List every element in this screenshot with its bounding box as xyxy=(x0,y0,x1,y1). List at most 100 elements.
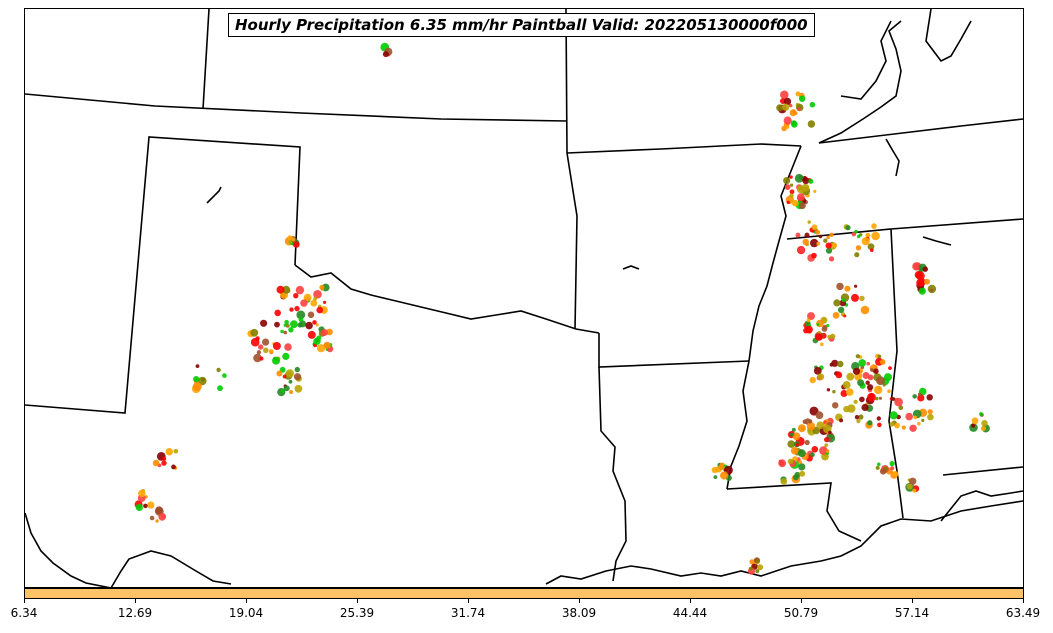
map-title: Hourly Precipitation 6.35 mm/hr Paintbal… xyxy=(228,13,815,37)
paintball-blob xyxy=(783,97,792,106)
paintball-blob xyxy=(805,325,813,334)
paintball-blob xyxy=(879,359,886,365)
paintball-blob xyxy=(980,426,986,431)
paintball-blob xyxy=(263,347,269,354)
paintball-blob xyxy=(280,329,284,334)
paintball-blob xyxy=(256,350,262,355)
paintball-blob xyxy=(280,389,285,393)
border-mo-ar xyxy=(566,143,802,154)
paintball-blob xyxy=(276,285,285,294)
colorbar-tick xyxy=(356,599,358,603)
paintball-blob xyxy=(798,449,806,458)
lake-1 xyxy=(206,186,222,204)
paintball-blob xyxy=(789,189,795,195)
paintball-blob xyxy=(253,353,262,363)
paintball-blob xyxy=(856,419,861,424)
paintball-blob xyxy=(853,399,858,404)
paintball-blob xyxy=(720,471,729,480)
paintball-blob xyxy=(816,421,824,430)
border-ok-ar xyxy=(566,152,578,330)
paintball-blob xyxy=(268,349,274,354)
paintball-blob xyxy=(825,242,832,249)
paintball-blob xyxy=(797,107,801,111)
paintball-blob xyxy=(832,312,840,319)
paintball-blob xyxy=(865,380,870,385)
paintball-blob xyxy=(274,321,280,328)
paintball-blob xyxy=(981,420,988,427)
paintball-blob xyxy=(320,329,328,336)
paintball-blob xyxy=(799,95,806,102)
paintball-blob xyxy=(889,421,895,427)
paintball-blob xyxy=(789,193,794,198)
paintball-blob xyxy=(807,120,816,128)
paintball-blob xyxy=(802,238,809,246)
paintball-blob xyxy=(312,320,317,325)
paintball-blob xyxy=(861,237,870,246)
paintball-blob xyxy=(876,376,885,386)
colorbar-tick xyxy=(467,599,469,603)
paintball-blob xyxy=(828,430,832,435)
paintball-blob xyxy=(808,419,813,424)
paintball-blob xyxy=(890,466,895,471)
colorbar-tick-label: 63.49 xyxy=(1005,606,1041,620)
paintball-blob xyxy=(844,285,851,292)
paintball-blob xyxy=(889,461,895,467)
colorbar-tick xyxy=(23,599,25,603)
paintball-blob xyxy=(165,448,173,456)
paintball-blob xyxy=(382,51,389,58)
paintball-blob xyxy=(815,333,823,341)
colorbar xyxy=(24,588,1024,599)
paintball-blob xyxy=(825,247,833,254)
paintball-blob xyxy=(867,392,876,402)
border-tn-south xyxy=(786,218,1023,240)
paintball-blob xyxy=(870,368,874,372)
paintball-blob xyxy=(917,421,921,426)
paintball-blob xyxy=(782,103,790,111)
map-panel xyxy=(24,8,1024,588)
paintball-blob xyxy=(826,324,830,328)
paintball-blob xyxy=(791,427,796,432)
paintball-blob xyxy=(173,448,179,454)
paintball-blob xyxy=(787,458,794,465)
paintball-blob xyxy=(979,412,983,416)
colorbar-tick-label: 57.14 xyxy=(894,606,930,620)
paintball-blob xyxy=(830,333,836,339)
paintball-blob xyxy=(316,306,324,314)
paintball-blob xyxy=(856,234,861,239)
fl-panhandle xyxy=(940,490,1023,522)
paintball-blob xyxy=(149,515,155,521)
map-canvas xyxy=(25,9,1023,587)
paintball-blob xyxy=(282,285,291,294)
border-ar-la xyxy=(598,333,750,368)
paintball-blob xyxy=(713,475,718,479)
paintball-blob xyxy=(294,366,300,373)
paintball-blob xyxy=(797,193,805,202)
paintball-blob xyxy=(222,373,227,378)
paintball-blob xyxy=(303,293,312,302)
paintball-blob xyxy=(827,334,832,339)
paintball-blob xyxy=(323,341,331,349)
paintball-blob xyxy=(307,311,315,319)
paintball-blob xyxy=(854,252,860,258)
paintball-blob xyxy=(894,397,903,407)
paintball-blob xyxy=(262,338,270,346)
paintball-blob xyxy=(835,371,843,379)
paintball-blob xyxy=(799,202,806,210)
colorbar-tick-label: 38.09 xyxy=(561,606,597,620)
paintball-blob xyxy=(755,559,760,564)
paintball-blob xyxy=(875,465,880,470)
paintball-blob xyxy=(855,354,860,359)
colorbar-tick-label: 12.69 xyxy=(117,606,153,620)
ohio-river-detail xyxy=(840,20,892,100)
paintball-blob xyxy=(879,468,887,475)
paintball-blob xyxy=(858,359,866,367)
paintball-blob xyxy=(859,396,865,403)
colorbar-tick xyxy=(689,599,691,603)
colorbar-tick-label: 31.74 xyxy=(450,606,486,620)
paintball-blob xyxy=(867,243,875,251)
paintball-blob xyxy=(776,104,784,112)
paintball-blob xyxy=(888,366,892,370)
border-il-ky xyxy=(818,20,902,144)
paintball-blob xyxy=(784,184,791,191)
border-in-oh xyxy=(925,9,972,63)
